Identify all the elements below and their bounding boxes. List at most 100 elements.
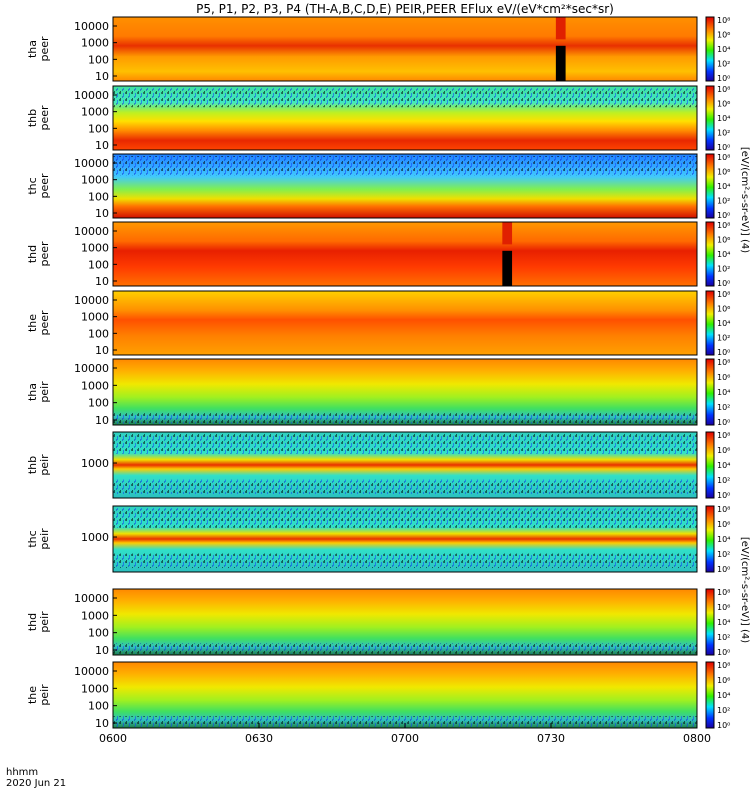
colorbar-tick-label: 10⁶ (717, 603, 730, 612)
noise-band-bottom (113, 479, 697, 495)
panel-thb-peer: 10000 1000 100 10 thb peer 10⁸ 10⁶ 10⁴ 10² 10⁰ (26, 85, 730, 152)
colorbar-tick-label: 10⁰ (717, 565, 730, 574)
y-tick-label: 10 (95, 139, 109, 152)
noise-band-top (113, 88, 697, 108)
panel-thb-peir: 1000 thb peir 10⁸ 10⁶ 10⁴ 10² 10⁰ (26, 431, 730, 500)
y-tick-label: 10 (95, 344, 109, 357)
gap-column (502, 250, 513, 286)
y-tick-label: 100 (88, 53, 109, 66)
noise-band-low (113, 413, 697, 424)
colorbar-tick-label: 10⁴ (717, 618, 730, 627)
y-tick-label: 10 (95, 207, 109, 220)
y-tick-label: 10000 (74, 294, 109, 307)
colorbar-tick-label: 10⁰ (717, 74, 730, 83)
colorbar-tick-label: 10² (717, 633, 730, 642)
colorbar-tick-label: 10⁰ (717, 279, 730, 288)
y-tick-label: 1000 (81, 174, 109, 187)
y-tick-label: 1000 (81, 379, 109, 392)
colorbar-tick-label: 10² (717, 550, 730, 559)
colorbar-tick-label: 10⁴ (717, 182, 730, 191)
y-tick-label: 10000 (74, 89, 109, 102)
y-tick-label: 1000 (81, 682, 109, 695)
panel-label-product: peir (38, 684, 51, 706)
y-tick-label: 10000 (74, 665, 109, 678)
spectrogram-body (113, 222, 697, 286)
y-tick-label: 100 (88, 397, 109, 410)
colorbar-tick-label: 10⁶ (717, 168, 730, 177)
y-tick-label: 100 (88, 327, 109, 340)
y-tick-label: 10 (95, 644, 109, 657)
panel-label-product: peer (38, 241, 51, 267)
panel-label-instrument: thc (26, 177, 39, 194)
panel-label-instrument: thc (26, 530, 39, 547)
colorbar-label-peer: [eV/(cm²-s-sr-eV)] (4) (739, 147, 750, 253)
colorbar-tick-label: 10⁸ (717, 358, 730, 367)
panel-label-instrument: thb (26, 109, 39, 127)
panel-frame (112, 358, 698, 426)
spectrogram-body (113, 291, 697, 355)
panel-label-instrument: the (26, 314, 39, 332)
colorbar-tick-label: 10⁰ (717, 143, 730, 152)
panel-label-product: peer (38, 36, 51, 62)
colorbar-tick-label: 10⁸ (717, 588, 730, 597)
colorbar (705, 661, 715, 729)
x-tick-label: 0630 (245, 732, 273, 745)
colorbar-tick-label: 10⁰ (717, 211, 730, 220)
colorbar (705, 290, 715, 356)
panel-label-product: peir (38, 454, 51, 476)
colorbar-tick-label: 10⁴ (717, 691, 730, 700)
colorbar-tick-label: 10⁸ (717, 505, 730, 514)
panel-the-peir: 10000 1000 100 10 the peir 10⁸ 10⁶ 10⁴ 10² 10⁰ (26, 661, 730, 730)
colorbar-tick-label: 10⁶ (717, 520, 730, 529)
panel-frame (112, 431, 698, 499)
panel-thd-peir: 10000 1000 100 10 thd peir 10⁸ 10⁶ 10⁴ 10² 10⁰ (26, 588, 730, 657)
y-tick-label: 1000 (81, 311, 109, 324)
panel-frame (112, 16, 698, 82)
panel-label-product: peer (38, 310, 51, 336)
panel-frame (112, 588, 698, 656)
y-tick-label: 10000 (74, 362, 109, 375)
colorbar-tick-label: 10⁰ (717, 721, 730, 730)
colorbar-tick-label: 10⁸ (717, 661, 730, 670)
gap-column-top (555, 17, 566, 40)
x-axis-ticks: 0600 0630 0700 0730 0800 (99, 723, 711, 745)
colorbar-tick-label: 10⁰ (717, 491, 730, 500)
panel-label-instrument: tha (26, 383, 39, 401)
x-footer-hhmm: hhmm (6, 767, 38, 778)
noise-band-bottom (113, 553, 697, 569)
colorbar-tick-label: 10⁸ (717, 221, 730, 230)
colorbar-tick-label: 10² (717, 129, 730, 138)
colorbar-tick-label: 10⁶ (717, 31, 730, 40)
y-tick-label: 1000 (81, 609, 109, 622)
x-tick-label: 0800 (683, 732, 711, 745)
panel-label-instrument: thd (26, 613, 39, 631)
noise-band-top (113, 508, 697, 528)
noise-band-low (113, 716, 697, 727)
panel-frame (112, 505, 698, 573)
colorbar-tick-label: 10⁴ (717, 45, 730, 54)
y-tick-label: 10000 (74, 225, 109, 238)
colorbar-tick-label: 10⁴ (717, 319, 730, 328)
colorbar-tick-label: 10² (717, 403, 730, 412)
panel-frame (112, 221, 698, 287)
y-tick-label: 1000 (81, 37, 109, 50)
panel-frame (112, 85, 698, 151)
x-tick-label: 0600 (99, 732, 127, 745)
colorbar-tick-label: 10² (717, 60, 730, 69)
y-tick-label: 1000 (81, 242, 109, 255)
y-tick-label: 100 (88, 122, 109, 135)
y-tick-label: 1000 (81, 531, 109, 544)
panel-label-instrument: tha (26, 40, 39, 58)
panel-tha-peir: 10000 1000 100 10 tha peir 10⁸ 10⁶ 10⁴ 10² 10⁰ (26, 358, 730, 427)
panel-tha-peer: 10000 1000 100 10 tha peer 10⁸ 10⁶ 10⁴ 10² 10⁰ (26, 16, 730, 83)
colorbar-tick-label: 10⁶ (717, 236, 730, 245)
noise-band-top (113, 434, 697, 454)
colorbar (705, 16, 715, 82)
panel-thd-peer: 10000 1000 100 10 thd peer 10⁸ 10⁶ 10⁴ 10² 10⁰ (26, 221, 730, 288)
y-tick-label: 100 (88, 700, 109, 713)
colorbar-tick-label: 10⁸ (717, 85, 730, 94)
panel-label-instrument: thd (26, 245, 39, 263)
panel-label-product: peir (38, 611, 51, 633)
y-tick-label: 100 (88, 258, 109, 271)
